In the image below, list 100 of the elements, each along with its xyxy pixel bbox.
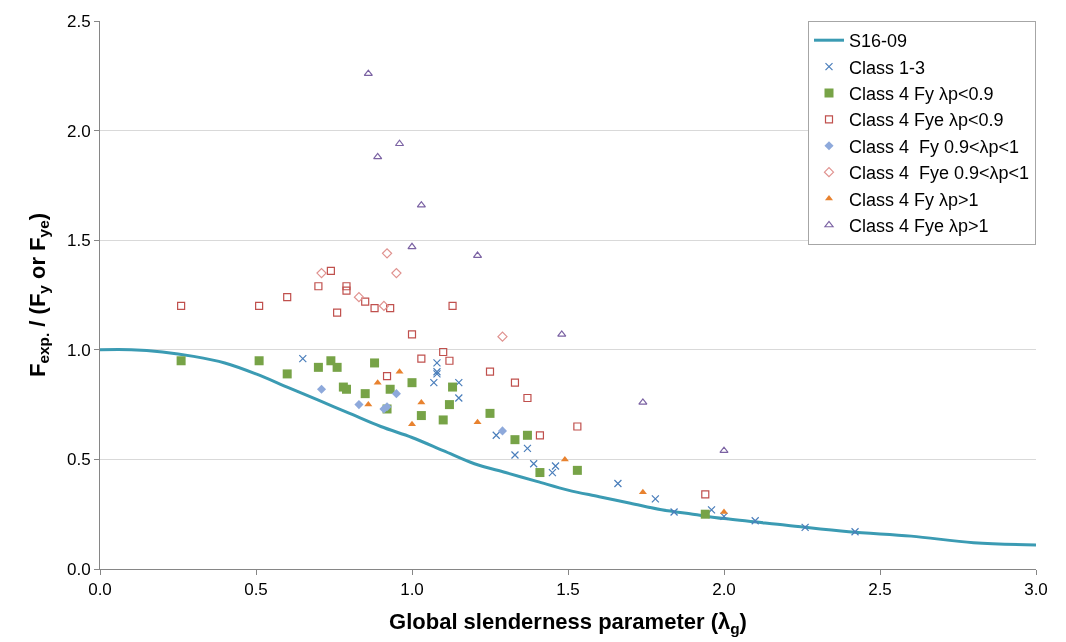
point [638,488,647,495]
point [326,356,336,366]
point [407,242,417,250]
point [353,292,365,303]
point [801,523,810,532]
point [177,301,186,311]
point [497,331,508,342]
point [176,356,186,366]
point [407,378,417,388]
point [523,444,532,453]
legend-label: Class 4 Fye 0.9<λp<1 [849,163,1030,184]
point [254,356,264,366]
point [572,465,582,475]
point [363,69,373,76]
point [416,201,426,208]
point [313,362,323,372]
point [385,384,395,394]
point [407,330,417,339]
y-tick-label: 2.0 [66,121,91,141]
point [669,507,679,517]
point [651,494,660,503]
legend-label: Class 4 Fy λp>1 [849,189,979,210]
point [529,459,538,468]
point [386,304,395,313]
point [560,455,569,462]
x-tick-label: 2.5 [868,580,892,600]
point [485,408,495,418]
point [557,330,567,337]
point [381,248,393,259]
point [535,431,545,440]
x-tick-label: 1.0 [400,580,424,600]
point [454,378,463,387]
point [342,282,351,291]
point [432,358,442,368]
point [751,516,760,525]
point [283,293,292,302]
point [373,152,383,160]
point [354,400,364,410]
point [850,527,860,536]
y-tick-label: 1.5 [66,231,91,251]
point [429,378,438,387]
point [416,411,426,421]
point [523,393,532,403]
point [407,420,417,427]
point [298,354,307,363]
y-tick-label: 0.5 [66,450,91,470]
y-tick-label: 2.5 [66,11,91,31]
point [613,479,623,488]
point [382,372,392,381]
point [510,378,520,387]
point [638,398,648,405]
point [497,426,508,436]
point [485,367,495,376]
point [454,393,463,403]
legend-label: Class 4 Fy λp<0.9 [849,84,994,105]
point [370,358,380,368]
point [510,435,520,445]
x-tick-label: 1.5 [556,580,580,600]
point [510,450,520,460]
point [360,389,370,399]
point [445,356,454,365]
legend-label: Class 1-3 [849,57,926,78]
legend-label: Class 4 Fy 0.9<λp<1 [849,136,1020,157]
point [719,512,729,521]
point [332,362,342,372]
point [438,415,448,425]
point [333,308,342,317]
point [535,468,545,478]
x-tick-label: 0.5 [244,580,268,600]
point [707,505,716,514]
line-series [100,348,1036,547]
point [391,267,402,279]
point [548,468,557,477]
y-tick-label: 0.0 [66,559,91,579]
legend-label: Class 4 Fye λp<0.9 [849,110,1004,131]
point [448,301,457,311]
point [342,286,351,295]
point [439,347,448,357]
legend-label: S16-09 [849,31,908,52]
point [719,446,729,453]
point [370,304,379,313]
point [255,301,264,311]
point [316,267,327,279]
point [522,430,532,440]
point [378,300,390,312]
point [700,509,710,519]
point [314,282,323,291]
point [316,384,327,394]
point [701,490,710,499]
y-tick-label: 1.0 [66,340,91,360]
point [444,400,454,410]
point [551,461,560,471]
x-tick-label: 2.0 [712,580,736,600]
point [326,266,335,275]
point [417,354,426,363]
point [573,422,582,431]
point [492,431,501,440]
point [417,398,426,405]
point [448,382,458,392]
point [394,139,405,147]
